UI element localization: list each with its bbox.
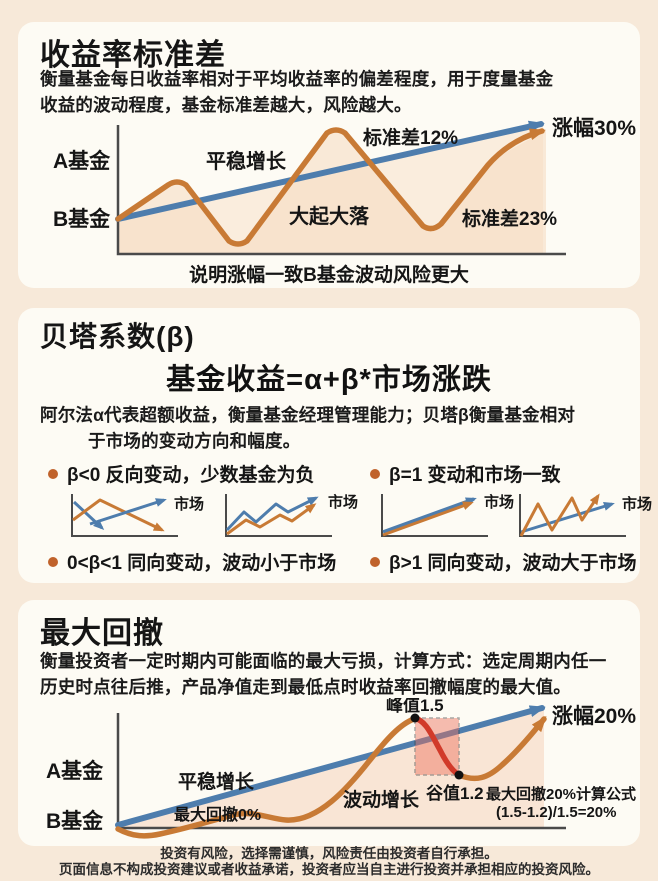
card2-title: 贝塔系数(β) <box>40 321 195 352</box>
mini-b-market-line <box>225 496 319 532</box>
card-beta: 贝塔系数(β) 基金收益=α+β*市场涨跌 阿尔法α代表超额收益，衡量基金经理管… <box>18 308 652 583</box>
fund-a-line <box>115 120 545 222</box>
card-max-drawdown: 最大回撤 衡量投资者一定时期内可能面临的最大亏损，计算方式：选定周期内任一 历史… <box>18 600 640 846</box>
bullet-beta-small: 0<β<1 同向变动，波动小于市场 <box>48 548 336 575</box>
disclaimer-line1: 投资有风险，选择需谨慎，风险责任由投资者自行承担。 <box>160 846 498 861</box>
bullet-beta-large-text: β>1 同向变动，波动大于市场 <box>389 553 637 574</box>
fund-b-recovery-line <box>456 715 547 782</box>
drawdown-rect <box>414 717 460 776</box>
beta-formula: 基金收益=α+β*市场涨跌 <box>166 364 492 396</box>
mini-chart-beta-large: 市场 <box>519 493 652 537</box>
mini-a-blue-down-arrow <box>72 500 105 531</box>
max-drawdown-chart: A基金 B基金 平稳增长 波动增长 峰值1.5 谷值1.2 涨幅20% 最大回撤… <box>46 698 636 839</box>
chart1-area-fill <box>118 127 546 254</box>
mini-b-market-label: 市场 <box>328 493 358 511</box>
bullet-dot-icon <box>370 556 380 567</box>
bullet-beta-small-text: 0<β<1 同向变动，波动小于市场 <box>67 553 337 574</box>
card2-desc-line1: 阿尔法α代表超额收益，衡量基金经理管理能力；贝塔β衡量基金相对 <box>40 405 576 425</box>
disclaimer: 投资有风险，选择需谨慎，风险责任由投资者自行承担。 页面信息不构成投资建议或者收… <box>0 846 658 878</box>
card1-caption: 说明涨幅一致B基金波动风险更大 <box>189 265 469 286</box>
mini-a-market-line <box>89 498 167 526</box>
chart3-formula-title: 最大回撤20%计算公式 <box>486 785 636 803</box>
chart3-area-fill <box>118 708 544 827</box>
chart3-wave-label: 波动增长 <box>343 788 420 811</box>
card2-description: 阿尔法α代表超额收益，衡量基金经理管理能力；贝塔β衡量基金相对 于市场的变动方向… <box>40 402 575 454</box>
chart1-steady-label: 平稳增长 <box>206 149 287 173</box>
chart3-fund-b-label: B基金 <box>46 809 104 833</box>
mini-d-market-label: 市场 <box>622 495 652 513</box>
card2-desc-line2: 于市场的变动方向和幅度。 <box>88 431 301 451</box>
bullet-dot-icon <box>48 468 58 479</box>
mini-a-market-label: 市场 <box>174 495 204 513</box>
bullet-beta-negative-text: β<0 反向变动，少数基金为负 <box>67 465 315 486</box>
drawdown-red-segment <box>411 715 462 778</box>
mini-c-market-line <box>382 497 477 534</box>
chart1-area-fill-blue <box>118 123 543 254</box>
bullet-beta-large: β>1 同向变动，波动大于市场 <box>370 548 637 575</box>
card1-title: 收益率标准差 <box>40 39 226 72</box>
bullet-beta-one-text: β=1 变动和市场一致 <box>389 465 561 486</box>
fund-a-line <box>115 705 546 828</box>
card3-desc-line2: 历史时点往后推，产品净值走到最低点时收益率回撤幅度的最大值。 <box>40 677 571 697</box>
card3-title: 最大回撤 <box>40 617 164 650</box>
bullet-beta-one: β=1 变动和市场一致 <box>370 460 561 487</box>
chart1-gain-label: 涨幅30% <box>552 117 636 140</box>
bullet-dot-icon <box>48 556 58 567</box>
chart1-std-b-label: 标准差23% <box>462 207 557 230</box>
mini-chart-beta-negative: 市场 <box>71 494 204 537</box>
mini-chart-c-axes <box>381 494 488 537</box>
mini-a-fund-line <box>72 498 165 532</box>
chart3-peak-label: 峰值1.5 <box>386 698 444 715</box>
chart1-axes <box>116 125 566 256</box>
mini-chart-b-axes <box>225 494 332 537</box>
trough-dot <box>454 770 464 780</box>
chart3-gain-label: 涨幅20% <box>552 705 636 728</box>
chart3-trough-label: 谷值1.2 <box>426 783 484 803</box>
mini-chart-beta-equal: 市场 <box>381 493 514 537</box>
mini-chart-d-axes <box>519 494 626 537</box>
peak-dot <box>410 713 420 723</box>
chart3-axes <box>116 713 566 830</box>
chart3-steady-label: 平稳增长 <box>178 770 255 793</box>
chart1-fund-b-label: B基金 <box>53 207 111 231</box>
mini-c-fund-line <box>382 501 474 537</box>
card1-desc-line2: 收益的波动程度，基金标准差越大，风险越大。 <box>40 95 412 115</box>
disclaimer-line2: 页面信息不构成投资建议或者收益承诺，投资者应当自主进行投资并承担相应的投资风险。 <box>59 862 599 877</box>
card3-desc-line1: 衡量投资者一定时期内可能面临的最大亏损，计算方式：选定周期内任一 <box>40 651 607 671</box>
chart1-volatile-label: 大起大落 <box>289 205 370 228</box>
card1-description: 衡量基金每日收益率相对于平均收益率的偏差程度，用于度量基金 收益的波动程度，基金… <box>40 66 553 118</box>
mini-chart-a-axes <box>71 494 178 537</box>
chart3-mdd-zero-label: 最大回撤0% <box>174 805 261 824</box>
bullet-beta-negative: β<0 反向变动，少数基金为负 <box>48 460 315 487</box>
mini-chart-beta-small: 市场 <box>225 493 358 537</box>
std-deviation-chart: A基金 B基金 平稳增长 大起大落 标准差12% 标准差23% 涨幅30% <box>53 117 636 256</box>
mini-d-market-line <box>520 502 615 534</box>
chart3-formula-calc: (1.5-1.2)/1.5=20% <box>496 804 617 821</box>
card-std-deviation: 收益率标准差 衡量基金每日收益率相对于平均收益率的偏差程度，用于度量基金 收益的… <box>18 22 640 288</box>
mini-c-market-label: 市场 <box>484 493 514 511</box>
fund-b-line <box>115 127 546 247</box>
card1-desc-line1: 衡量基金每日收益率相对于平均收益率的偏差程度，用于度量基金 <box>40 69 554 89</box>
chart1-fund-a-label: A基金 <box>53 149 111 173</box>
bullet-dot-icon <box>370 468 380 479</box>
fund-b-line <box>115 716 417 839</box>
chart1-std-a-label: 标准差12% <box>363 126 458 149</box>
card3-description: 衡量投资者一定时期内可能面临的最大亏损，计算方式：选定周期内任一 历史时点往后推… <box>40 648 606 700</box>
chart3-fund-a-label: A基金 <box>46 759 104 783</box>
mini-d-fund-line <box>519 493 600 537</box>
mini-b-fund-line <box>226 503 317 536</box>
